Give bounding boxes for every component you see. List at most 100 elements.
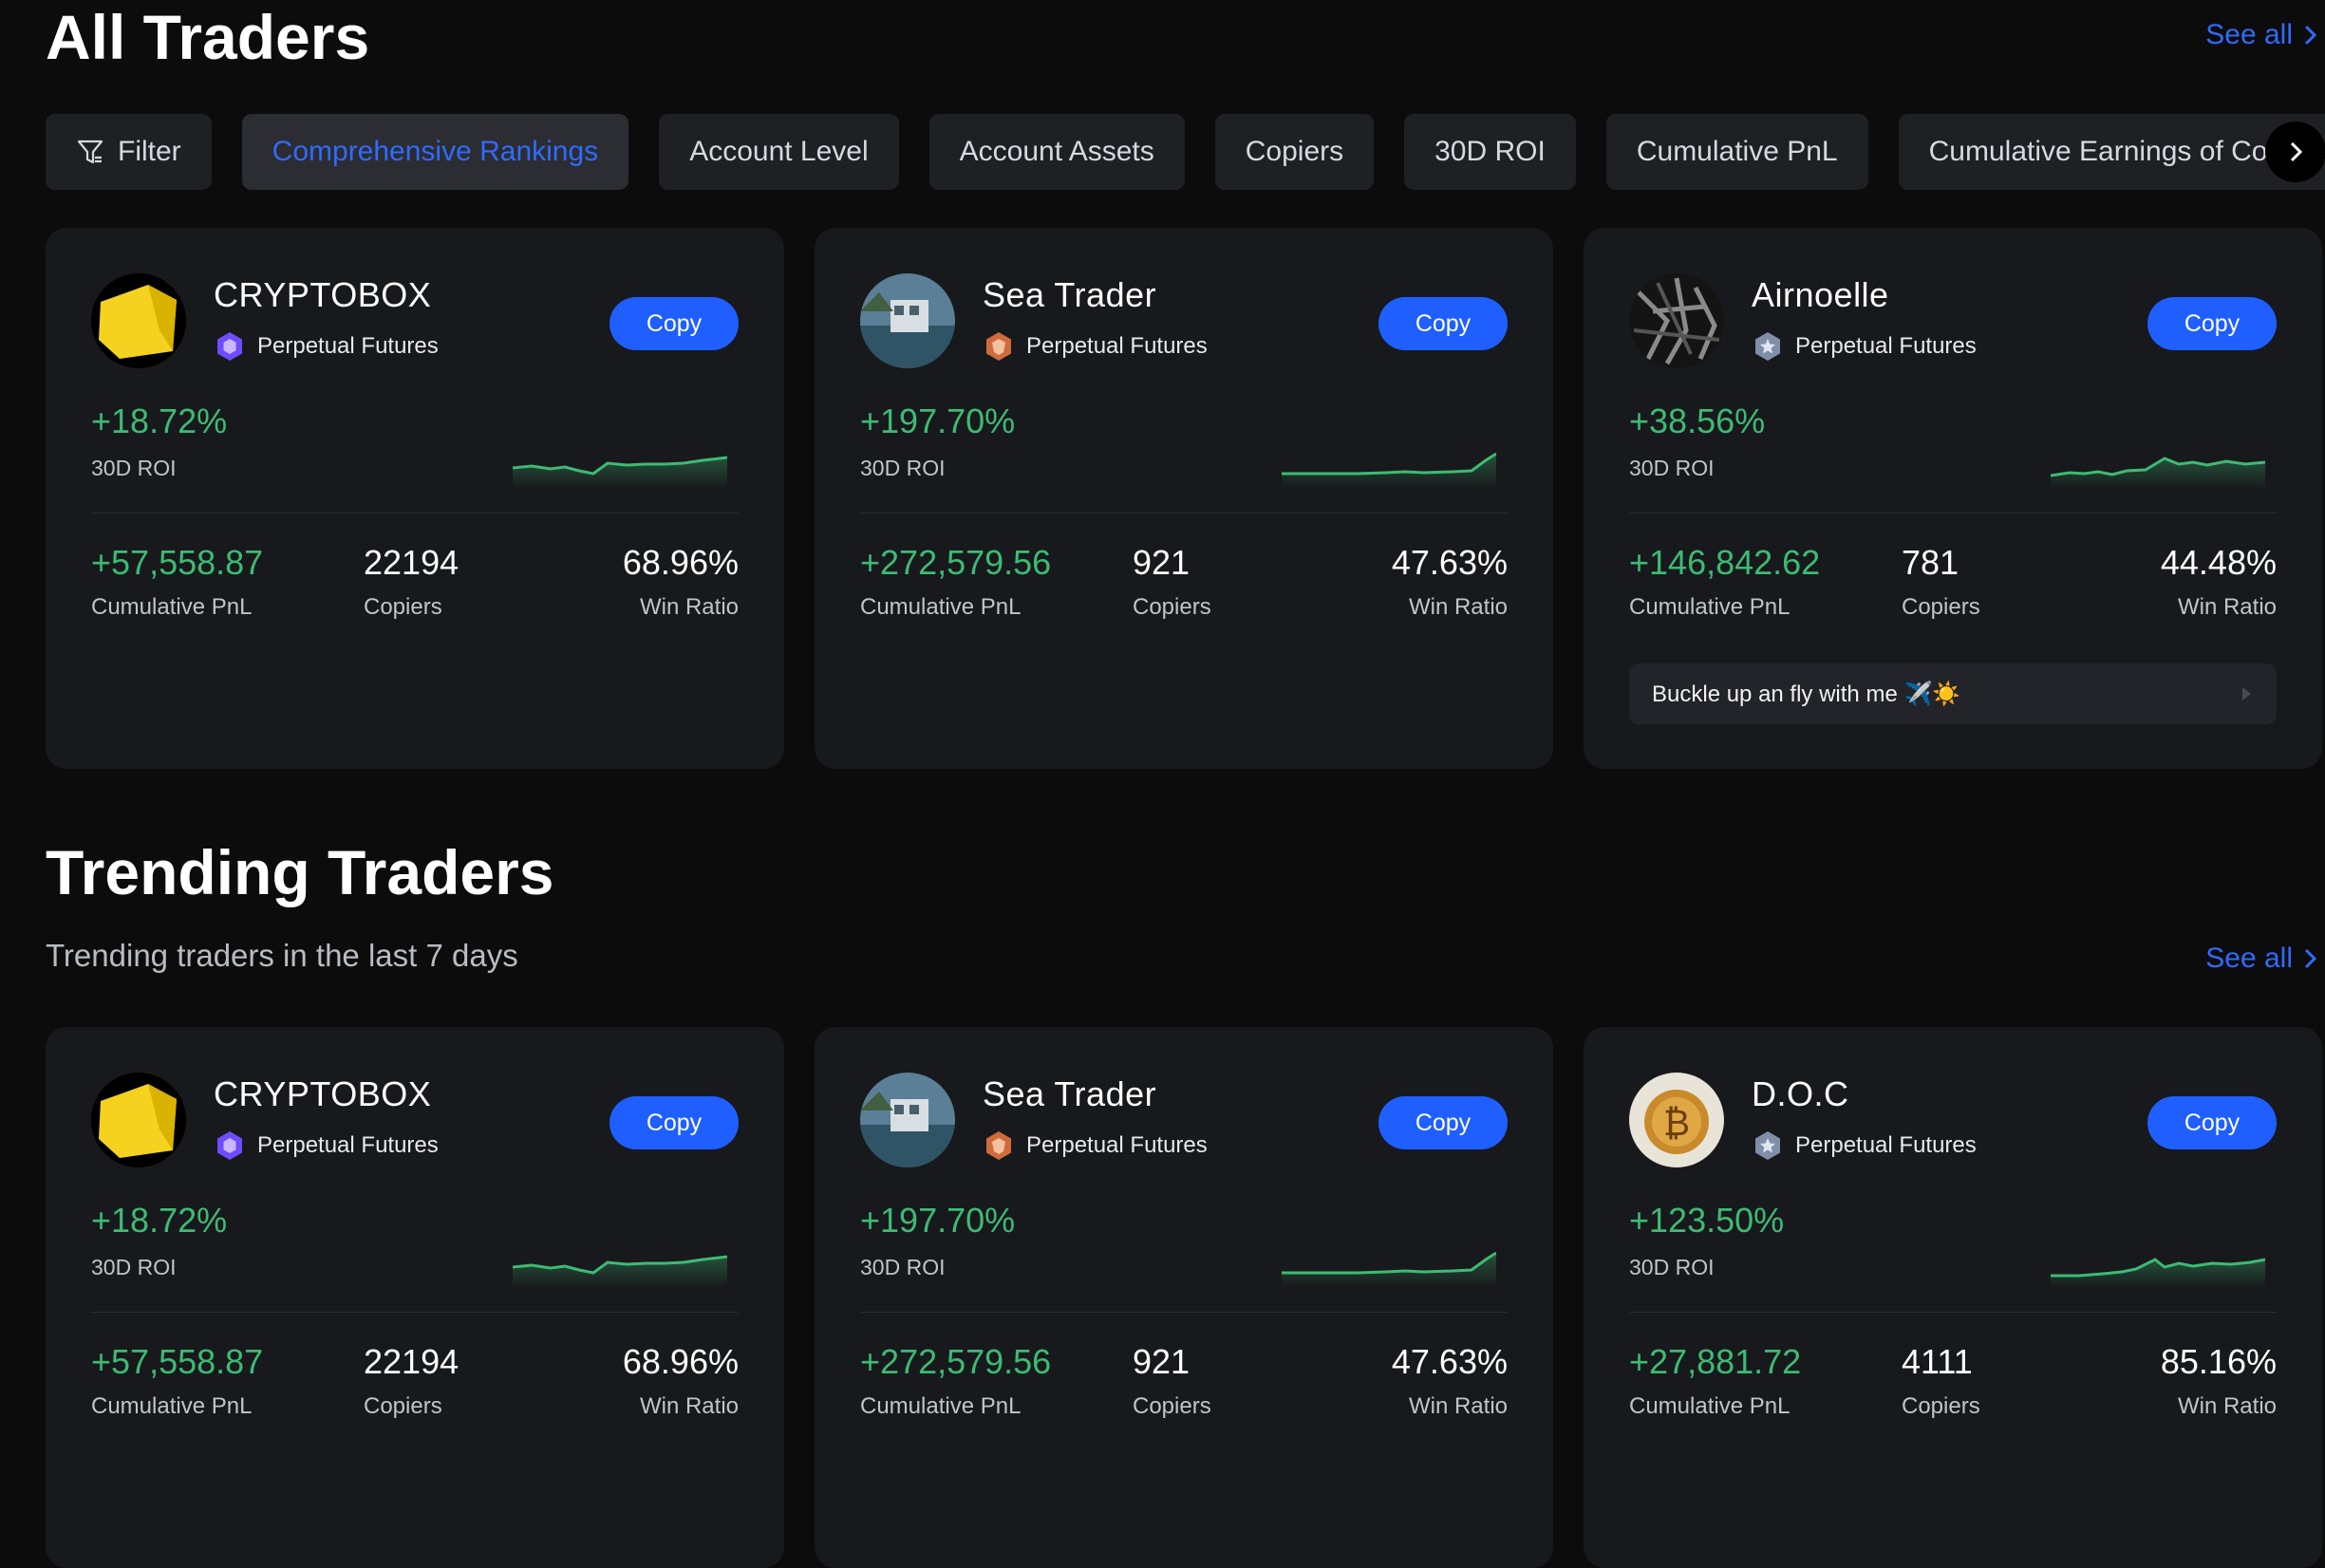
see-all-label: See all [2205, 19, 2293, 50]
badge-label: Perpetual Futures [257, 1132, 439, 1158]
badge-label: Perpetual Futures [1026, 1132, 1208, 1158]
win-ratio-label: Win Ratio [2177, 594, 2277, 620]
tab-30d-roi[interactable]: 30D ROI [1404, 114, 1576, 190]
trader-name[interactable]: Sea Trader [983, 1074, 1157, 1113]
badge-label: Perpetual Futures [1026, 333, 1208, 359]
see-all-label: See all [2205, 943, 2293, 974]
trader-name[interactable]: D.O.C [1752, 1074, 1849, 1113]
tabs-scroll-right-button[interactable] [2265, 121, 2325, 182]
copiers-label: Copiers [1133, 594, 1211, 620]
win-ratio-label: Win Ratio [1408, 594, 1508, 620]
avatar [1629, 273, 1724, 368]
cumulative-pnl-label: Cumulative PnL [91, 1393, 253, 1419]
bio-text: Buckle up an fly with me ✈️☀️ [1652, 681, 1961, 707]
chevron-right-icon [2304, 948, 2317, 969]
trader-name[interactable]: Airnoelle [1752, 275, 1889, 314]
divider [91, 1312, 739, 1313]
trader-bio[interactable]: Buckle up an fly with me ✈️☀️ [1629, 663, 2277, 724]
tab-copiers[interactable]: Copiers [1214, 114, 1375, 190]
roi-value: +38.56% [1629, 401, 1766, 440]
copy-button[interactable]: Copy [2147, 297, 2277, 350]
divider [860, 1312, 1508, 1313]
roi-sparkline [1282, 1251, 1496, 1288]
filter-button[interactable]: Filter [46, 114, 212, 190]
roi-value: +123.50% [1629, 1201, 1785, 1240]
trader-card[interactable]: CRYPTOBOX Perpetual Futures Copy +18.72%… [46, 228, 784, 769]
tab-cumulative-earnings-of-copiers[interactable]: Cumulative Earnings of Copiers [1898, 114, 2325, 190]
roi-value: +18.72% [91, 401, 228, 440]
cumulative-pnl-value: +57,558.87 [91, 1342, 264, 1381]
win-ratio-value: 47.63% [1391, 543, 1508, 582]
win-ratio-value: 68.96% [622, 1342, 739, 1381]
win-ratio-value: 68.96% [622, 543, 739, 582]
hexagon-badge-icon [217, 332, 242, 361]
trader-card[interactable]: ₿ D.O.C Perpetual Futures Copy +123.50% … [1584, 1027, 2322, 1568]
bronze-shield-badge-icon [986, 332, 1011, 361]
roi-label: 30D ROI [1629, 456, 1715, 480]
trader-badge: Perpetual Futures [1752, 330, 1977, 363]
all-traders-title: All Traders [46, 2, 370, 72]
copiers-value: 921 [1133, 543, 1191, 582]
roi-label: 30D ROI [1629, 1255, 1715, 1279]
cumulative-pnl-label: Cumulative PnL [1629, 1393, 1791, 1419]
trader-card[interactable]: Sea Trader Perpetual Futures Copy +197.7… [815, 1027, 1553, 1568]
avatar [860, 273, 955, 368]
roi-sparkline [513, 456, 727, 489]
badge-label: Perpetual Futures [1795, 1132, 1977, 1158]
win-ratio-label: Win Ratio [2177, 1393, 2277, 1419]
roi-sparkline [513, 1255, 727, 1288]
cumulative-pnl-label: Cumulative PnL [860, 594, 1022, 620]
trending-traders-title: Trending Traders [46, 837, 554, 907]
trader-badge: Perpetual Futures [214, 1129, 439, 1162]
roi-label: 30D ROI [91, 456, 177, 480]
win-ratio-label: Win Ratio [639, 594, 739, 620]
trader-badge: Perpetual Futures [214, 330, 439, 363]
copiers-label: Copiers [1133, 1393, 1211, 1419]
tab-cumulative-pnl[interactable]: Cumulative PnL [1605, 114, 1868, 190]
copy-button[interactable]: Copy [609, 297, 739, 350]
cumulative-pnl-label: Cumulative PnL [860, 1393, 1022, 1419]
trader-name[interactable]: Sea Trader [983, 275, 1157, 314]
copiers-label: Copiers [1902, 1393, 1980, 1419]
trader-name[interactable]: CRYPTOBOX [214, 1074, 432, 1113]
cumulative-pnl-value: +146,842.62 [1629, 543, 1821, 582]
copiers-value: 4111 [1902, 1342, 1973, 1381]
copy-button[interactable]: Copy [1378, 297, 1508, 350]
filter-label: Filter [118, 136, 181, 167]
tab-account-level[interactable]: Account Level [659, 114, 899, 190]
trader-card[interactable]: CRYPTOBOX Perpetual Futures Copy +18.72%… [46, 1027, 784, 1568]
tab-account-assets[interactable]: Account Assets [928, 114, 1185, 190]
chevron-right-icon [2304, 25, 2317, 46]
trader-card[interactable]: Sea Trader Perpetual Futures Copy +197.7… [815, 228, 1553, 769]
roi-sparkline [2051, 1258, 2265, 1288]
avatar: ₿ [1629, 1073, 1724, 1167]
copy-button[interactable]: Copy [1378, 1096, 1508, 1149]
avatar [91, 1073, 186, 1167]
cumulative-pnl-value: +27,881.72 [1629, 1342, 1802, 1381]
copy-button[interactable]: Copy [2147, 1096, 2277, 1149]
cumulative-pnl-value: +57,558.87 [91, 543, 264, 582]
trader-badge: Perpetual Futures [1752, 1129, 1977, 1162]
roi-value: +197.70% [860, 401, 1016, 440]
caret-right-icon [2242, 687, 2251, 700]
copiers-label: Copiers [1902, 594, 1980, 620]
roi-label: 30D ROI [91, 1255, 177, 1279]
see-all-link[interactable]: See all [2205, 943, 2319, 975]
trader-card[interactable]: Airnoelle Perpetual Futures Copy +38.56%… [1584, 228, 2322, 769]
copy-button[interactable]: Copy [609, 1096, 739, 1149]
cumulative-pnl-label: Cumulative PnL [91, 594, 253, 620]
svg-text:₿: ₿ [1663, 1102, 1690, 1144]
silver-star-badge-icon [1755, 1131, 1780, 1160]
trader-name[interactable]: CRYPTOBOX [214, 275, 432, 314]
roi-value: +18.72% [91, 1201, 228, 1240]
roi-value: +197.70% [860, 1201, 1016, 1240]
win-ratio-label: Win Ratio [639, 1393, 739, 1419]
hexagon-badge-icon [217, 1131, 242, 1160]
chevron-right-icon [2290, 141, 2303, 162]
win-ratio-value: 44.48% [2160, 543, 2277, 582]
see-all-link[interactable]: See all [2205, 19, 2319, 51]
cumulative-pnl-value: +272,579.56 [860, 543, 1052, 582]
tab-comprehensive-rankings[interactable]: Comprehensive Rankings [241, 114, 629, 190]
filter-icon [77, 140, 103, 164]
win-ratio-value: 47.63% [1391, 1342, 1508, 1381]
